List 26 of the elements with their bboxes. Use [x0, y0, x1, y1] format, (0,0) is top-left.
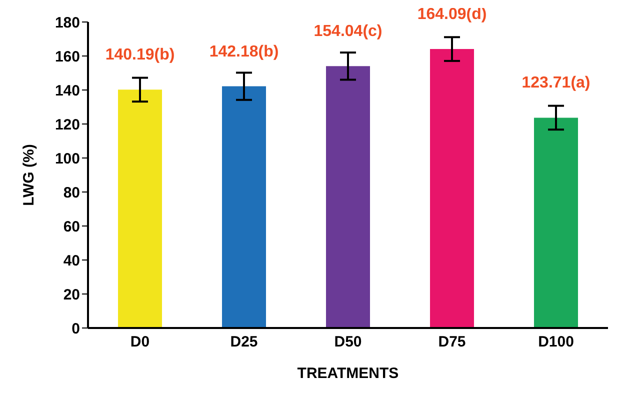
- x-tick-label: D25: [230, 334, 258, 351]
- y-tick-label: 80: [63, 184, 80, 202]
- data-label: 142.18(b): [209, 43, 279, 60]
- y-tick-label: 40: [63, 252, 80, 270]
- bar: [326, 66, 370, 328]
- y-tick-label: 100: [54, 150, 80, 168]
- bar: [118, 90, 162, 328]
- data-label: 123.71(a): [522, 74, 590, 92]
- x-tick-label: D0: [130, 334, 150, 351]
- data-label: 154.04(c): [314, 23, 382, 40]
- y-tick-label: 180: [54, 14, 80, 32]
- bar: [430, 49, 474, 328]
- y-tick-label: 160: [54, 48, 80, 66]
- x-tick-label: D75: [438, 334, 466, 351]
- y-tick-label: 140: [54, 82, 80, 100]
- y-tick-label: 0: [72, 320, 80, 338]
- y-axis-title: LWG (%): [20, 144, 38, 206]
- bar: [534, 118, 578, 328]
- y-tick-label: 120: [54, 116, 80, 134]
- y-tick-label: 20: [63, 286, 80, 304]
- bar: [222, 86, 266, 328]
- data-label: 140.19(b): [105, 46, 175, 64]
- x-tick-label: D100: [538, 334, 574, 351]
- x-tick-label: D50: [334, 334, 362, 351]
- y-tick-label: 60: [63, 218, 80, 236]
- x-axis-title: TREATMENTS: [297, 365, 399, 382]
